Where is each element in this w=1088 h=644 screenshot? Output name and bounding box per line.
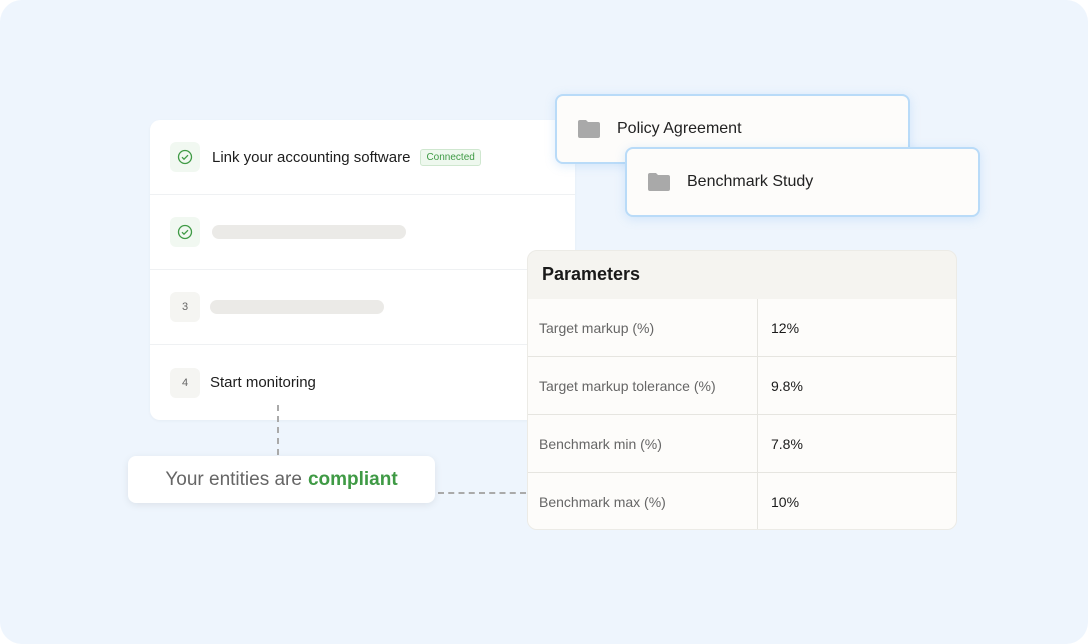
folder-icon: [648, 173, 670, 191]
table-row: Target markup tolerance (%) 9.8%: [528, 357, 956, 415]
parameters-card: Parameters Target markup (%) 12% Target m…: [527, 250, 957, 530]
step-row-4[interactable]: 4 Start monitoring: [150, 345, 575, 420]
step-number: 4: [170, 367, 200, 398]
compliance-status: Your entities are compliant: [128, 456, 435, 503]
param-key: Benchmark min (%): [528, 415, 758, 472]
step-row-1[interactable]: Link your accounting software Connected: [150, 120, 575, 195]
folder-benchmark-study[interactable]: Benchmark Study: [625, 147, 980, 217]
param-value: 9.8%: [771, 377, 803, 394]
check-circle-icon: [170, 217, 200, 247]
compliance-value: compliant: [307, 468, 398, 490]
parameters-title: Parameters: [542, 264, 641, 284]
step-number: 3: [170, 292, 200, 322]
param-key: Benchmark max (%): [528, 473, 758, 529]
compliance-prefix: Your entities are: [165, 468, 302, 490]
folder-icon: [578, 120, 600, 138]
connector-line: [438, 492, 526, 494]
parameters-table: Target markup (%) 12% Target markup toler…: [528, 299, 956, 529]
param-value: 10%: [771, 494, 800, 510]
step-row-2[interactable]: [150, 195, 575, 270]
connector-line: [277, 405, 279, 455]
param-value: 12%: [771, 319, 800, 336]
step-label: Start monitoring: [210, 374, 316, 391]
table-row: Benchmark max (%) 10%: [528, 473, 956, 529]
placeholder-bar: [212, 225, 406, 239]
onboarding-steps-card: Link your accounting software Connected …: [150, 120, 575, 420]
table-row: Target markup (%) 12%: [528, 299, 956, 357]
step-row-3[interactable]: 3: [150, 270, 575, 345]
step-label: Link your accounting software: [212, 148, 411, 166]
param-value: 7.8%: [771, 435, 803, 452]
folder-name: Benchmark Study: [687, 173, 814, 190]
status-badge: Connected: [420, 148, 481, 166]
param-key: Target markup (%): [528, 299, 758, 356]
table-row: Benchmark min (%) 7.8%: [528, 415, 956, 473]
param-key: Target markup tolerance (%): [528, 357, 758, 414]
folder-name: Policy Agreement: [617, 120, 742, 137]
placeholder-bar: [210, 300, 384, 314]
check-circle-icon: [170, 142, 200, 172]
